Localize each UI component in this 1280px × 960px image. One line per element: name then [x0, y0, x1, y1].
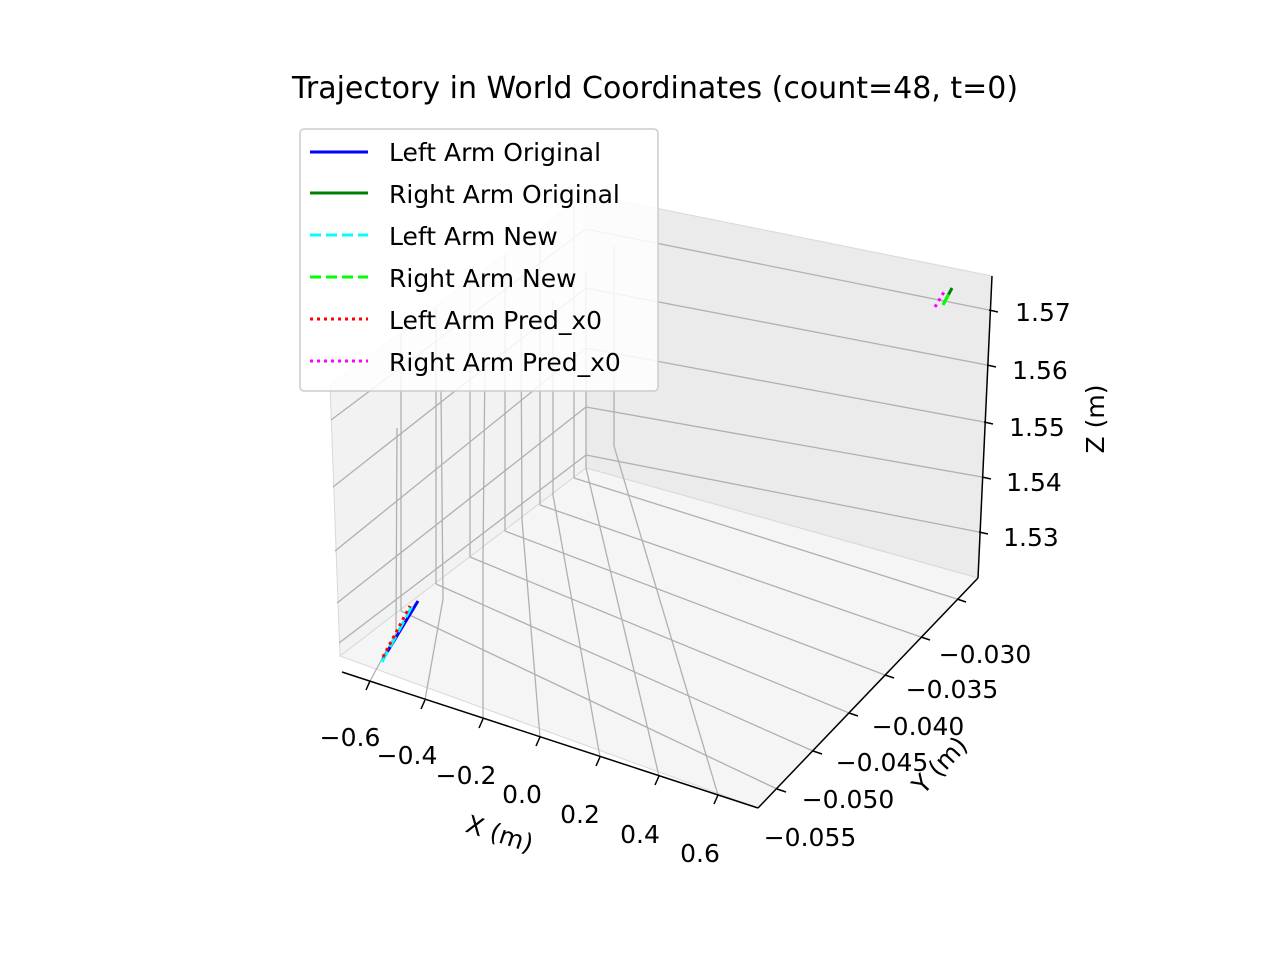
- y-tick-mark: [956, 598, 967, 603]
- z-tick-mark: [983, 421, 994, 425]
- y-grid-line: [573, 477, 958, 600]
- legend-label: Right Arm Pred_x0: [389, 348, 621, 377]
- y-tick-label: −0.045: [836, 748, 929, 777]
- y-grid-line: [469, 556, 850, 714]
- trajectories: [380, 287, 954, 663]
- y-tick-mark: [848, 712, 859, 717]
- z-axis-label: Z (m): [1081, 385, 1110, 454]
- z-tick-label: 1.54: [1006, 468, 1062, 497]
- legend-label: Right Arm New: [389, 264, 577, 293]
- z-tick-label: 1.55: [1009, 413, 1065, 442]
- z-tick-mark: [986, 364, 997, 368]
- tick-marks: [365, 309, 999, 805]
- y-tick-label: −0.055: [764, 823, 857, 852]
- y-tick-mark: [884, 674, 895, 679]
- x-tick-label: −0.2: [436, 761, 497, 790]
- z-axis-line: [977, 275, 993, 579]
- x-tick-label: 0.4: [620, 820, 660, 849]
- y-grid-line: [400, 610, 778, 790]
- legend-label: Right Arm Original: [389, 180, 620, 209]
- y-grid-line: [539, 504, 922, 638]
- z-grid-line: [585, 454, 980, 533]
- x-grid-line: [424, 598, 444, 701]
- y-grid-line: [435, 583, 814, 752]
- z-tick-label: 1.56: [1012, 356, 1068, 385]
- y-tick-label: −0.035: [906, 675, 999, 704]
- x-tick-label: −0.6: [320, 723, 381, 752]
- series-line-right-arm-pred-x0: [933, 291, 946, 308]
- y-tick-mark: [776, 788, 787, 793]
- y-tick-mark: [812, 750, 823, 755]
- y-tick-mark: [920, 636, 931, 641]
- x-tick-mark: [713, 794, 719, 805]
- x-tick-mark: [595, 756, 601, 767]
- z-grid-line: [336, 406, 587, 604]
- z-tick-mark: [981, 476, 992, 480]
- series-line-left-arm-pred-x0: [381, 605, 412, 658]
- x-tick-label: −0.4: [377, 741, 438, 770]
- x-tick-label: 0.0: [502, 780, 542, 809]
- x-grid-line: [585, 467, 660, 777]
- x-tick-mark: [535, 736, 541, 747]
- series-line-right-arm-new: [941, 289, 953, 306]
- x-grid-line: [613, 445, 719, 796]
- x-grid-line: [521, 519, 541, 738]
- x-grid-line: [552, 494, 601, 758]
- y-grid-line: [504, 530, 886, 676]
- z-grid-line: [585, 406, 983, 478]
- legend-label: Left Arm Original: [389, 138, 601, 167]
- z-tick-mark: [988, 309, 999, 313]
- x-axis-line: [341, 671, 759, 809]
- x-axis-label: X (m): [462, 809, 537, 858]
- y-tick-label: −0.040: [872, 712, 965, 741]
- z-tick-label: 1.53: [1003, 523, 1059, 552]
- z-tick-label: 1.57: [1015, 298, 1071, 327]
- z-grid-line: [338, 454, 587, 644]
- series-line-left-arm-new: [380, 605, 414, 663]
- x-tick-label: 0.6: [680, 839, 720, 868]
- y-tick-label: −0.050: [802, 785, 895, 814]
- x-tick-mark: [365, 680, 371, 691]
- x-tick-mark: [420, 699, 426, 710]
- y-axis-line: [757, 577, 979, 809]
- legend: Left Arm Original Right Arm Original Lef…: [299, 128, 659, 392]
- y-tick-label: −0.030: [939, 640, 1032, 669]
- legend-label: Left Arm New: [389, 222, 558, 251]
- legend-box: [299, 128, 659, 392]
- x-tick-label: 0.2: [560, 800, 600, 829]
- x-tick-mark: [654, 775, 660, 786]
- z-tick-mark: [978, 531, 989, 535]
- x-tick-mark: [478, 718, 484, 729]
- chart-title: Trajectory in World Coordinates (count=4…: [291, 71, 1018, 106]
- legend-label: Left Arm Pred_x0: [389, 306, 602, 335]
